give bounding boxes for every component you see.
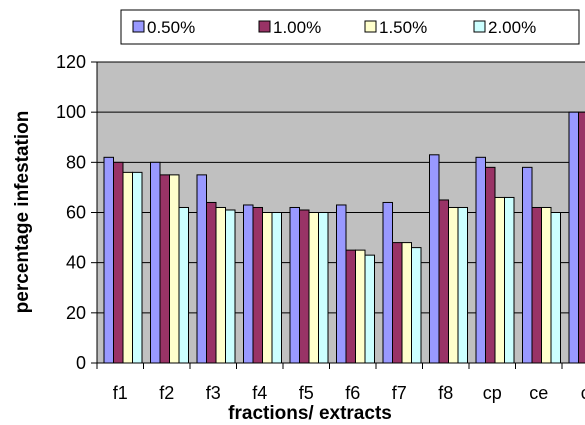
y-tick-label: 0 [76, 353, 86, 373]
y-tick-labels: 0 20 40 60 80 100 120 [56, 52, 86, 373]
legend-label: 2.00% [488, 18, 536, 37]
bar-f5-1.00% [299, 209, 310, 364]
bar-ce-2.00% [550, 212, 561, 364]
bar-f2-0.50% [150, 161, 161, 364]
bar-f2-2.00% [178, 206, 189, 364]
x-tick-label: c [581, 383, 585, 403]
bar-f5-0.50% [289, 206, 300, 364]
bar-ce-0.50% [522, 166, 533, 364]
bar-f3-2.00% [225, 209, 236, 364]
bar-ce-1.50% [541, 206, 552, 364]
y-tick-label: 40 [66, 253, 86, 273]
x-tick-label: f1 [113, 383, 128, 403]
bar-f3-1.50% [215, 206, 226, 364]
y-tick-label: 60 [66, 203, 86, 223]
bar-cp-2.00% [504, 196, 515, 364]
bar-f4-1.50% [262, 212, 273, 364]
legend-label: 1.00% [273, 18, 321, 37]
bar-f6-0.50% [336, 204, 347, 364]
bar-f7-1.50% [401, 242, 412, 364]
y-tick-label: 100 [56, 102, 86, 122]
x-axis-title: fractions/ extracts [228, 403, 392, 424]
bar-f2-1.50% [169, 174, 180, 364]
bar-f8-1.50% [448, 206, 459, 364]
bar-c-1.00% [578, 111, 585, 364]
bar-cp-1.50% [494, 196, 505, 364]
axes [91, 61, 585, 369]
x-tick-label: f4 [252, 383, 267, 403]
legend-label: 1.50% [379, 18, 427, 37]
bar-f4-2.00% [271, 212, 282, 364]
bar-f4-1.00% [252, 206, 263, 364]
bar-f5-1.50% [308, 212, 319, 364]
bar-cp-1.00% [485, 166, 496, 364]
legend: 0.50% 1.00% 1.50% 2.00% [120, 9, 580, 45]
bar-f5-2.00% [318, 212, 329, 364]
bar-f1-0.50% [103, 156, 114, 364]
bar-f8-0.50% [429, 154, 440, 364]
bar-f7-1.00% [392, 242, 403, 364]
bar-f3-0.50% [196, 174, 207, 364]
bar-f6-1.00% [345, 249, 356, 364]
bar-f7-2.00% [411, 247, 422, 364]
bar-f7-0.50% [382, 201, 393, 364]
y-axis-title: percentage infestation [12, 111, 33, 314]
x-tick-label: f3 [206, 383, 221, 403]
y-tick-label: 80 [66, 152, 86, 172]
x-tick-label: f5 [299, 383, 314, 403]
bar-f1-1.00% [113, 161, 124, 364]
x-tick-label: f8 [438, 383, 453, 403]
bar-f8-2.00% [457, 206, 468, 364]
bar-c-0.50% [568, 111, 579, 364]
bar-f6-1.50% [355, 249, 366, 364]
bar-f8-1.00% [438, 199, 449, 364]
legend-swatch [258, 20, 271, 33]
legend-swatch [132, 20, 145, 33]
bar-cp-0.50% [475, 156, 486, 364]
y-tick-label: 20 [66, 303, 86, 323]
bar-f1-2.00% [132, 171, 143, 364]
x-tick-label: f7 [392, 383, 407, 403]
bar-f3-1.00% [206, 201, 217, 364]
x-tick-label: cp [483, 383, 502, 403]
bar-f6-2.00% [364, 254, 375, 364]
bar-f4-0.50% [243, 204, 254, 364]
bars [103, 111, 585, 364]
legend-swatch [364, 20, 377, 33]
bar-f2-1.00% [159, 174, 170, 364]
bar-f1-1.50% [122, 171, 133, 364]
x-tick-label: ce [529, 383, 548, 403]
x-tick-label: f6 [345, 383, 360, 403]
x-tick-labels: f1 f2 f3 f4 f5 f6 f7 f8 cp ce c [113, 383, 585, 403]
x-tick-label: f2 [159, 383, 174, 403]
legend-label: 0.50% [147, 18, 195, 37]
legend-box [120, 9, 580, 45]
bar-ce-1.00% [531, 206, 542, 364]
legend-swatch [473, 20, 486, 33]
y-tick-label: 120 [56, 52, 86, 72]
